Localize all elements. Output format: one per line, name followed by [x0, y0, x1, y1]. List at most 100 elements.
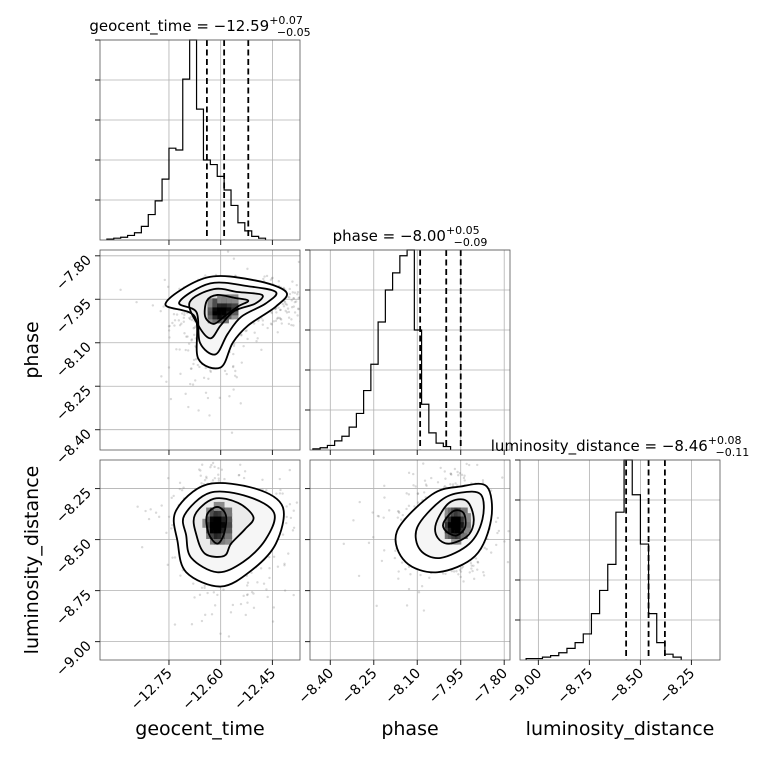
density-cell: [225, 513, 233, 523]
scatter-point: [256, 337, 259, 340]
density-marks: [119, 250, 320, 434]
scatter-point: [199, 474, 202, 477]
scatter-point: [357, 574, 361, 578]
scatter-point: [404, 567, 407, 571]
scatter-point: [189, 382, 192, 386]
density-cell: [206, 524, 214, 534]
scatter-point: [424, 483, 428, 486]
axis-ticks: [95, 255, 273, 455]
histogram-marks: [106, 39, 267, 240]
scatter-point: [462, 580, 465, 583]
scatter-point: [180, 312, 184, 315]
scatter-point: [453, 451, 455, 453]
panel-hist-luminosity-distance: [515, 459, 721, 665]
scatter-point: [270, 311, 274, 315]
scatter-point: [461, 565, 465, 568]
scatter-point: [230, 431, 234, 434]
scatter-point: [305, 298, 307, 300]
density-layer: [136, 460, 300, 638]
scatter-point: [405, 492, 408, 495]
scatter-point: [177, 319, 181, 322]
density-cell: [213, 535, 221, 545]
scatter-point: [265, 274, 269, 278]
density-cell: [217, 294, 225, 304]
scatter-point: [470, 567, 473, 570]
scatter-point: [190, 367, 193, 370]
density-marks: [342, 451, 510, 612]
scatter-point: [416, 492, 420, 495]
scatter-point: [191, 383, 195, 386]
density-cell: [217, 518, 225, 528]
scatter-point: [414, 485, 417, 488]
scatter-point: [485, 547, 488, 551]
scatter-point: [283, 301, 287, 304]
scatter-point: [476, 568, 479, 571]
scatter-point: [144, 509, 147, 513]
scatter-point: [200, 463, 204, 466]
panel-frame: [99, 39, 301, 241]
scatter-point: [262, 277, 265, 281]
scatter-point: [474, 557, 478, 560]
scatter-point: [396, 516, 400, 519]
scatter-point: [281, 533, 285, 536]
scatter-point: [192, 362, 195, 366]
scatter-point: [460, 473, 464, 477]
scatter-point: [243, 470, 247, 473]
scatter-point: [352, 519, 355, 522]
density-cell: [460, 507, 468, 517]
scatter-point: [200, 586, 204, 589]
density-cell: [221, 535, 229, 545]
histogram-step: [312, 249, 452, 450]
scatter-point: [187, 342, 191, 345]
density-layer: [119, 250, 320, 434]
scatter-point: [290, 299, 293, 302]
scatter-point: [443, 484, 447, 488]
scatter-point: [316, 300, 318, 302]
scatter-point: [257, 319, 260, 323]
scatter-point: [283, 564, 286, 567]
grid-lines: [100, 39, 300, 240]
density-cell: [206, 513, 214, 523]
contour-line: [434, 498, 475, 545]
scatter-point: [436, 481, 440, 484]
scatter-point: [496, 516, 500, 520]
scatter-point: [422, 462, 425, 465]
scatter-point: [168, 324, 171, 328]
scatter-point: [212, 591, 216, 594]
scatter-point: [456, 470, 459, 474]
x-tick-label: −8.75: [555, 666, 597, 708]
histogram-marks: [525, 459, 682, 660]
scatter-point: [318, 302, 320, 304]
scatter-point: [252, 606, 256, 610]
scatter-point: [159, 309, 162, 313]
scatter-point: [472, 564, 475, 568]
scatter-point: [261, 323, 265, 326]
density-cell: [209, 518, 217, 528]
scatter-point: [278, 316, 281, 320]
scatter-point: [459, 575, 462, 579]
scatter-point: [285, 505, 288, 508]
scatter-point: [154, 511, 158, 514]
scatter-point: [188, 316, 191, 320]
scatter-point: [228, 395, 231, 398]
scatter-point: [489, 551, 493, 554]
scatter-point: [300, 288, 302, 290]
scatter-point: [305, 282, 307, 284]
density-cell: [213, 518, 221, 528]
scatter-point: [234, 369, 237, 373]
contour-line: [394, 482, 493, 574]
scatter-point: [275, 317, 279, 320]
scatter-point: [272, 320, 276, 323]
scatter-point: [417, 591, 421, 594]
scatter-point: [246, 267, 249, 271]
scatter-point: [291, 280, 294, 283]
scatter-point: [295, 283, 298, 287]
scatter-point: [242, 594, 245, 598]
scatter-point: [397, 570, 400, 573]
x-axis-label-geocent-time: geocent_time: [135, 718, 264, 740]
panel-2d-geocent-time-phase: [95, 249, 320, 455]
density-cell: [221, 529, 229, 539]
density-cell: [209, 513, 217, 523]
scatter-point: [489, 489, 493, 492]
density-cell: [460, 529, 468, 539]
